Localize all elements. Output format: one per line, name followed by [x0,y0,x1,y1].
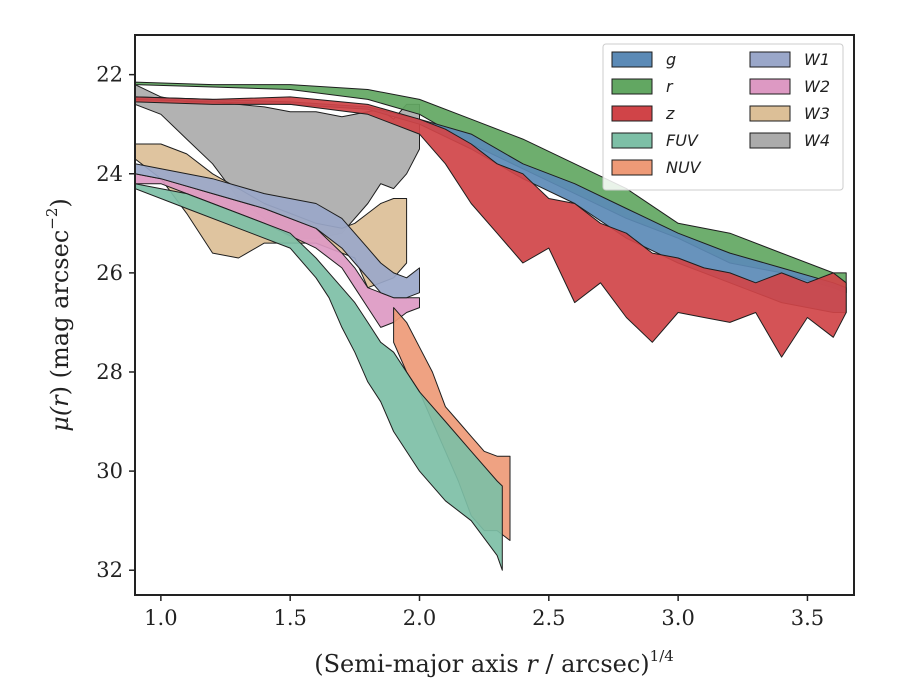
legend-swatch-w3 [749,105,791,122]
y-axis-label-end: ) [46,198,74,207]
legend-swatch-w4 [749,132,791,149]
x-tick-label: 3.5 [791,606,824,630]
y-axis-label-close: ) (mag arcsec [46,230,74,396]
legend-swatch-w2 [749,78,791,95]
band-fuv [135,183,503,571]
legend-swatch-z [611,105,653,122]
x-tick-label: 3.0 [661,606,694,630]
x-axis-label-rest: / arcsec) [538,650,650,678]
legend-label-w2: W2 [804,77,830,96]
legend-label-z: z [665,104,675,123]
legend-label-fuv: FUV [666,131,699,150]
legend-swatch-w1 [749,51,791,68]
x-axis-label-main: (Semi-major axis [314,650,526,678]
band-z [135,96,847,358]
legend: grz FUV NUV W1 W2 W3 W4 [602,43,844,191]
y-tick-label: 26 [96,261,123,285]
y-axis-label-mu: μ( [46,406,74,432]
y-tick-label: 22 [96,63,123,87]
legend-swatch-g [611,51,653,68]
y-axis-label-var: r [46,394,74,407]
legend-swatch-nuv [611,159,653,176]
y-tick-label: 28 [96,360,123,384]
plot-frame [134,34,855,596]
legend-label-w3: W3 [804,104,830,123]
x-tick-label: 1.0 [144,606,177,630]
x-axis-ticks: 1.0 1.5 2.0 2.5 3.0 3.5 [144,595,824,630]
x-axis-label-var: r [526,650,539,678]
legend-swatch-r [611,78,653,95]
x-tick-label: 2.0 [403,606,436,630]
x-axis-label-sup: 1/4 [650,647,674,665]
legend-label-w1: W1 [804,50,830,69]
y-tick-label: 32 [96,558,123,582]
x-tick-label: 1.5 [273,606,306,630]
y-axis-label: μ(r) (mag arcsec−2) [43,198,74,432]
band-w1 [135,163,420,299]
legend-swatch-fuv [611,132,653,149]
x-axis-label: (Semi-major axis r / arcsec)1/4 [314,647,674,678]
x-tick-label: 2.5 [532,606,565,630]
legend-label-g: g [666,50,676,69]
legend-label-r: r [666,77,674,96]
legend-label-nuv: NUV [666,158,702,177]
y-axis-ticks: 22 24 26 28 30 32 [96,63,135,582]
y-tick-label: 24 [96,162,123,186]
y-axis-label-sup: −2 [43,208,61,230]
series-layer [135,81,847,571]
legend-label-w4: W4 [804,131,830,150]
y-tick-label: 30 [96,459,123,483]
